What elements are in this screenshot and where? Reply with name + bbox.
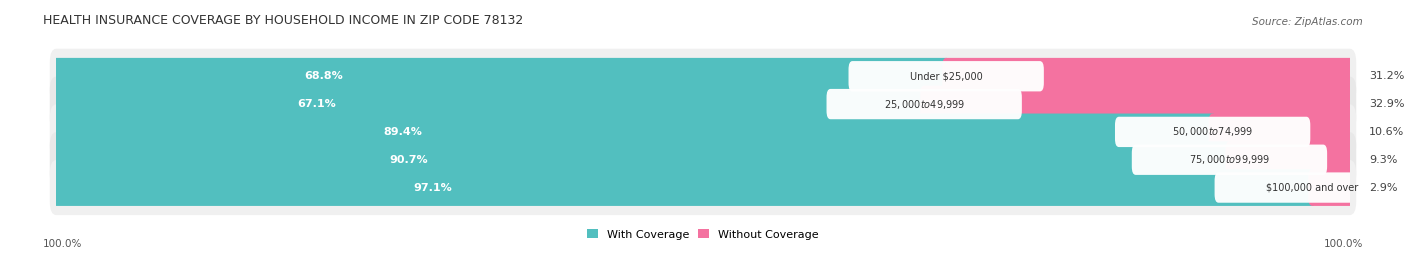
FancyBboxPatch shape [1226, 141, 1354, 178]
FancyBboxPatch shape [827, 89, 1022, 119]
FancyBboxPatch shape [942, 58, 1354, 95]
FancyBboxPatch shape [49, 104, 1357, 160]
Text: 67.1%: 67.1% [297, 99, 336, 109]
Text: HEALTH INSURANCE COVERAGE BY HOUSEHOLD INCOME IN ZIP CODE 78132: HEALTH INSURANCE COVERAGE BY HOUSEHOLD I… [44, 15, 523, 27]
Text: $25,000 to $49,999: $25,000 to $49,999 [883, 98, 965, 111]
FancyBboxPatch shape [1209, 114, 1354, 150]
FancyBboxPatch shape [1132, 144, 1327, 175]
Text: 2.9%: 2.9% [1369, 183, 1398, 193]
FancyBboxPatch shape [49, 76, 1357, 132]
Text: $100,000 and over: $100,000 and over [1267, 183, 1358, 193]
FancyBboxPatch shape [921, 86, 1354, 122]
Text: 97.1%: 97.1% [413, 183, 453, 193]
FancyBboxPatch shape [1309, 169, 1354, 206]
FancyBboxPatch shape [1215, 172, 1406, 203]
FancyBboxPatch shape [52, 141, 1233, 178]
Text: 100.0%: 100.0% [44, 239, 83, 249]
Text: Source: ZipAtlas.com: Source: ZipAtlas.com [1251, 17, 1362, 27]
FancyBboxPatch shape [52, 86, 928, 122]
Text: 31.2%: 31.2% [1369, 71, 1405, 81]
FancyBboxPatch shape [849, 61, 1043, 91]
FancyBboxPatch shape [52, 169, 1316, 206]
FancyBboxPatch shape [1115, 117, 1310, 147]
Text: 100.0%: 100.0% [1323, 239, 1362, 249]
Text: $50,000 to $74,999: $50,000 to $74,999 [1173, 125, 1253, 139]
FancyBboxPatch shape [49, 49, 1357, 104]
Text: Under $25,000: Under $25,000 [910, 71, 983, 81]
Legend: With Coverage, Without Coverage: With Coverage, Without Coverage [588, 229, 818, 240]
Text: 9.3%: 9.3% [1369, 155, 1398, 165]
Text: $75,000 to $99,999: $75,000 to $99,999 [1189, 153, 1270, 166]
Text: 89.4%: 89.4% [384, 127, 423, 137]
Text: 90.7%: 90.7% [389, 155, 427, 165]
Text: 32.9%: 32.9% [1369, 99, 1405, 109]
FancyBboxPatch shape [52, 114, 1216, 150]
Text: 68.8%: 68.8% [304, 71, 343, 81]
FancyBboxPatch shape [52, 58, 950, 95]
FancyBboxPatch shape [49, 160, 1357, 215]
Text: 10.6%: 10.6% [1369, 127, 1405, 137]
FancyBboxPatch shape [49, 132, 1357, 187]
